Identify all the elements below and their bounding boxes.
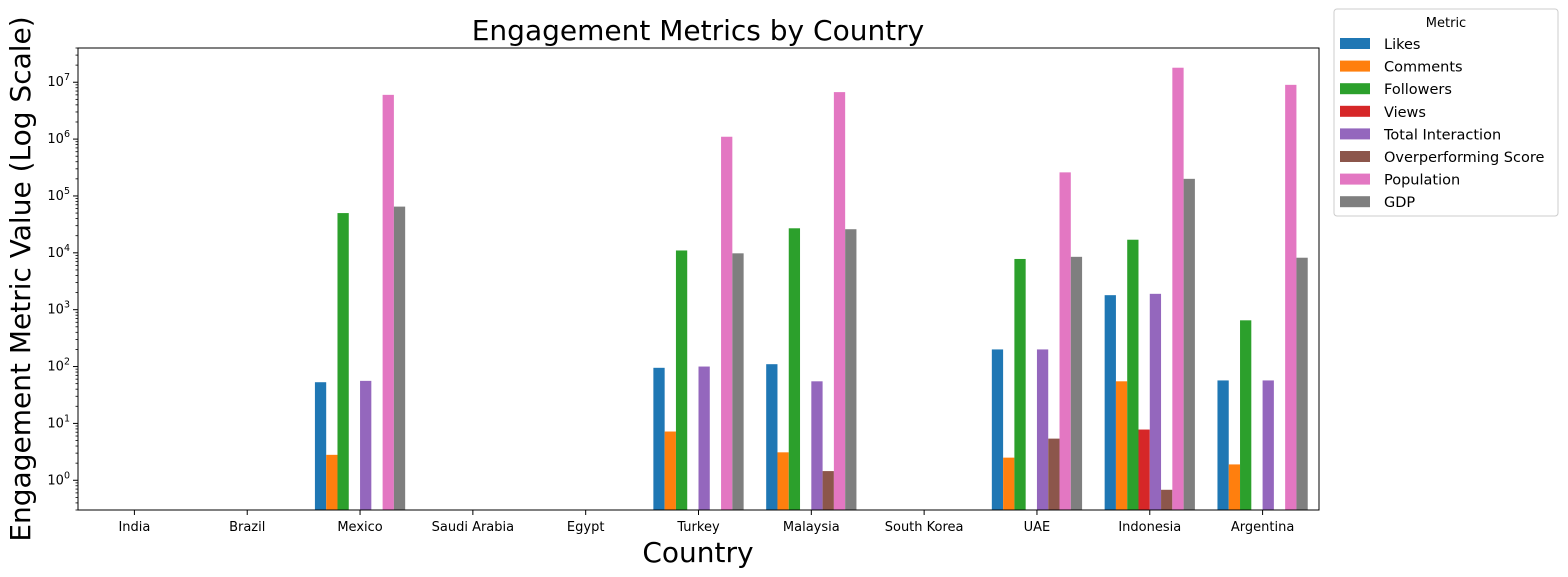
- x-tick-label: Saudi Arabia: [432, 520, 515, 535]
- y-tick-label: 104: [47, 243, 70, 261]
- x-axis: India Brazil Mexico Saudi Arabia Egypt Turkey…: [118, 510, 1294, 535]
- x-tick-label: South Korea: [885, 520, 964, 535]
- bar-comments-indonesia: [1115, 381, 1128, 510]
- x-tick-label: Turkey: [676, 520, 720, 535]
- bar-likes-turkey: [653, 367, 665, 510]
- y-tick-label: 101: [47, 413, 70, 431]
- bar-overperforming-score-indonesia: [1161, 489, 1173, 510]
- bar-followers-indonesia: [1127, 239, 1139, 510]
- x-tick-label: UAE: [1024, 520, 1051, 535]
- legend-swatch: [1340, 38, 1370, 49]
- x-tick-label: Egypt: [567, 520, 605, 535]
- legend-swatch: [1340, 128, 1370, 140]
- legend-frame: [1333, 8, 1559, 217]
- legend-swatch: [1340, 151, 1370, 162]
- bar-gdp-indonesia: [1183, 178, 1195, 510]
- bar-likes-indonesia: [1104, 295, 1116, 510]
- bars-group: [314, 67, 1308, 511]
- y-tick-label: 102: [47, 357, 70, 375]
- y-tick-label: 105: [47, 186, 70, 204]
- y-tick-label: 107: [47, 72, 70, 90]
- y-tick-label: 106: [47, 129, 70, 147]
- bar-population-turkey: [721, 136, 733, 511]
- legend-swatch: [1340, 60, 1370, 72]
- bar-comments-uae: [1003, 457, 1015, 510]
- bar-population-malaysia: [833, 92, 846, 511]
- bar-comments-malaysia: [777, 452, 789, 510]
- bar-total-interaction-argentina: [1262, 380, 1274, 510]
- bar-likes-argentina: [1217, 380, 1229, 510]
- bar-followers-uae: [1014, 258, 1026, 510]
- bar-followers-argentina: [1240, 320, 1252, 510]
- x-tick-label: Mexico: [337, 520, 382, 535]
- chart-title: Engagement Metrics by Country: [472, 14, 925, 47]
- bar-comments-argentina: [1228, 464, 1241, 510]
- legend-swatch: [1340, 196, 1370, 208]
- bar-views-indonesia: [1138, 429, 1150, 510]
- bar-population-uae: [1059, 172, 1071, 511]
- bar-likes-malaysia: [766, 364, 778, 510]
- y-tick-label: 100: [47, 470, 70, 488]
- legend-label: Followers: [1384, 82, 1452, 98]
- legend-title: Metric: [1426, 16, 1466, 31]
- bar-gdp-malaysia: [845, 229, 857, 510]
- bar-followers-malaysia: [788, 228, 801, 511]
- bar-total-interaction-turkey: [698, 366, 710, 510]
- legend-swatch: [1340, 105, 1370, 117]
- legend-swatch: [1340, 173, 1370, 185]
- bar-total-interaction-mexico: [360, 380, 372, 510]
- x-tick-label: Indonesia: [1118, 520, 1181, 535]
- bar-total-interaction-indonesia: [1149, 293, 1162, 510]
- bar-gdp-argentina: [1296, 257, 1308, 510]
- bar-gdp-turkey: [732, 253, 744, 510]
- y-tick-label: 103: [47, 300, 70, 318]
- bar-followers-mexico: [337, 213, 349, 510]
- legend: Metric Likes Comments Followers Views Total …: [1333, 8, 1559, 217]
- bar-population-argentina: [1285, 84, 1297, 510]
- bar-overperforming-score-uae: [1048, 438, 1060, 510]
- bar-comments-mexico: [326, 454, 338, 510]
- legend-label: Likes: [1384, 37, 1420, 53]
- bar-gdp-mexico: [393, 206, 406, 510]
- y-axis-title: Engagement Metric Value (Log Scale): [4, 16, 37, 541]
- y-axis: 100 101 102 103 104 105 106 107: [47, 47, 78, 511]
- legend-label: Views: [1384, 105, 1426, 121]
- bar-likes-uae: [991, 349, 1004, 510]
- x-tick-label: Brazil: [229, 520, 265, 535]
- legend-label: Total Interaction: [1383, 127, 1501, 143]
- legend-label: GDP: [1384, 195, 1415, 211]
- bar-population-indonesia: [1172, 67, 1184, 510]
- legend-label: Population: [1384, 173, 1460, 189]
- bar-comments-turkey: [664, 431, 676, 510]
- legend-label: Overperforming Score: [1384, 150, 1544, 166]
- bar-population-mexico: [382, 94, 394, 510]
- bar-overperforming-score-malaysia: [822, 471, 834, 510]
- x-tick-label: Malaysia: [783, 520, 840, 535]
- bar-total-interaction-uae: [1036, 349, 1049, 510]
- plot-frame: [77, 47, 1320, 511]
- x-tick-label: Argentina: [1231, 520, 1294, 535]
- bar-followers-turkey: [675, 250, 688, 510]
- legend-label: Comments: [1384, 60, 1463, 76]
- bar-gdp-uae: [1070, 256, 1083, 510]
- legend-swatch: [1340, 83, 1370, 95]
- bar-total-interaction-malaysia: [811, 381, 823, 510]
- x-tick-label: India: [118, 520, 150, 535]
- x-axis-title: Country: [642, 536, 753, 569]
- bar-likes-mexico: [314, 382, 327, 510]
